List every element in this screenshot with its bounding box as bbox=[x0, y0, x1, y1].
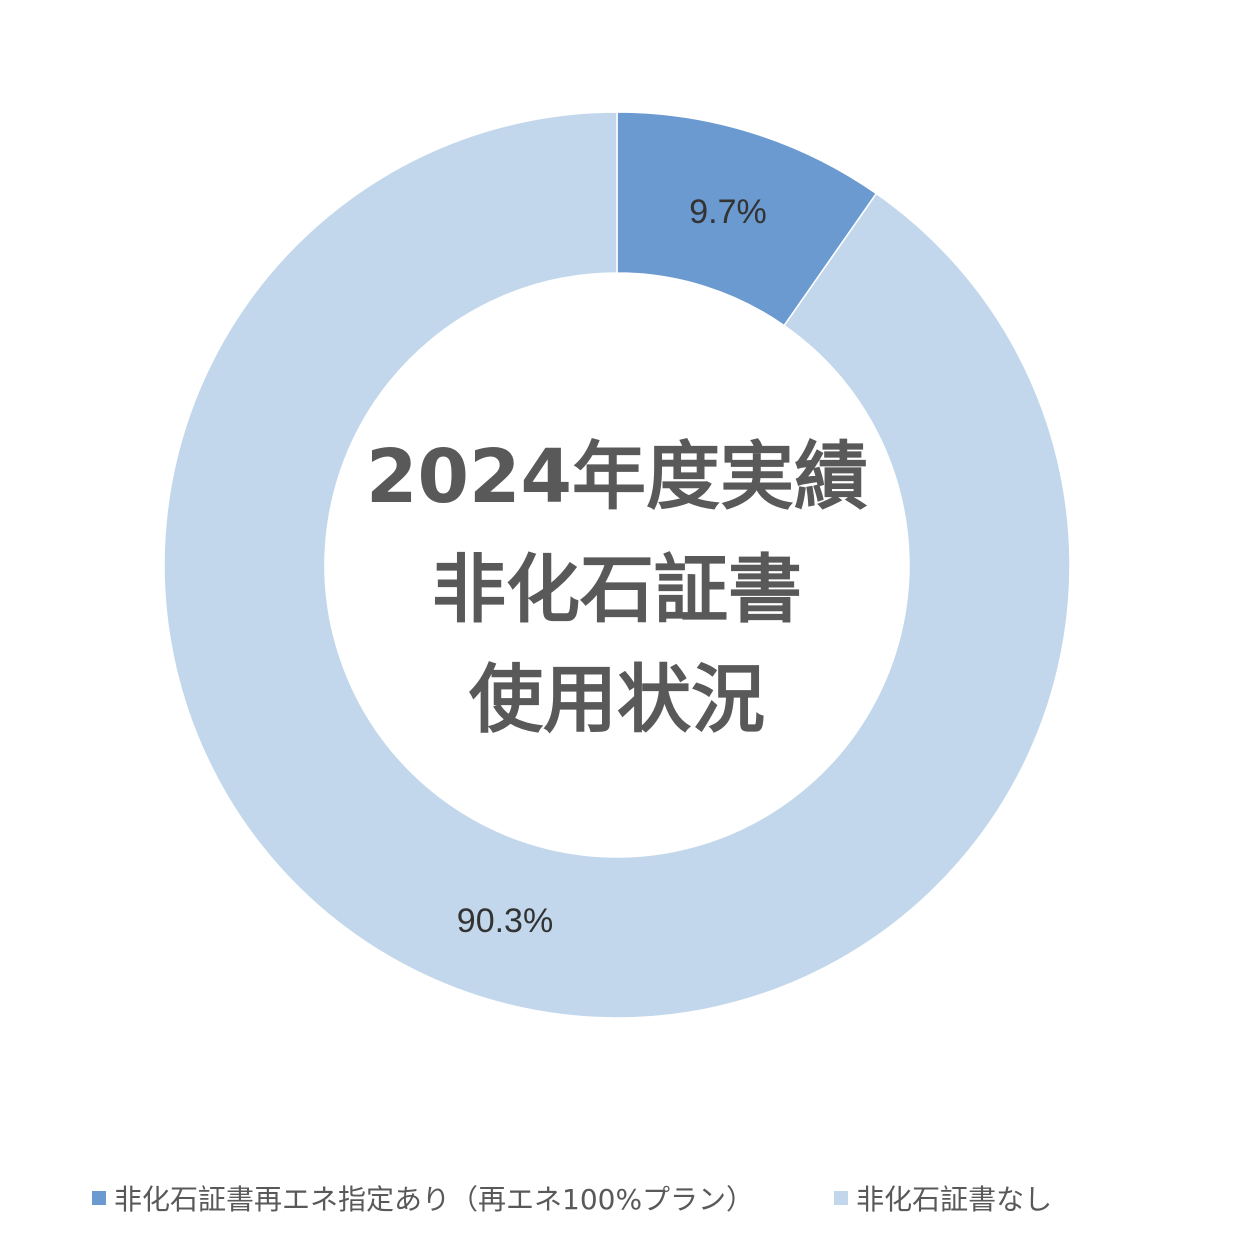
data-label-2: 90.3% bbox=[457, 902, 553, 940]
donut-slice-2 bbox=[163, 111, 1071, 1019]
data-label-1: 9.7% bbox=[689, 193, 767, 231]
legend-swatch bbox=[834, 1191, 849, 1205]
chart-title-line-2: 非化石証書 bbox=[432, 547, 802, 633]
legend-label: 非化石証書再エネ指定あり（再エネ100%プラン） bbox=[114, 1183, 755, 1216]
legend-item-none: 非化石証書なし bbox=[834, 1178, 1052, 1218]
legend-swatch bbox=[92, 1191, 106, 1205]
legend: 非化石証書再エネ指定あり（再エネ100%プラン） 非化石証書なし bbox=[92, 1178, 1132, 1218]
chart-title-line-3: 使用状況 bbox=[469, 657, 765, 743]
legend-label: 非化石証書なし bbox=[856, 1183, 1053, 1216]
chart-title-line-1: 2024年度実績 bbox=[366, 434, 868, 520]
legend-item-renewable: 非化石証書再エネ指定あり（再エネ100%プラン） bbox=[92, 1178, 754, 1218]
